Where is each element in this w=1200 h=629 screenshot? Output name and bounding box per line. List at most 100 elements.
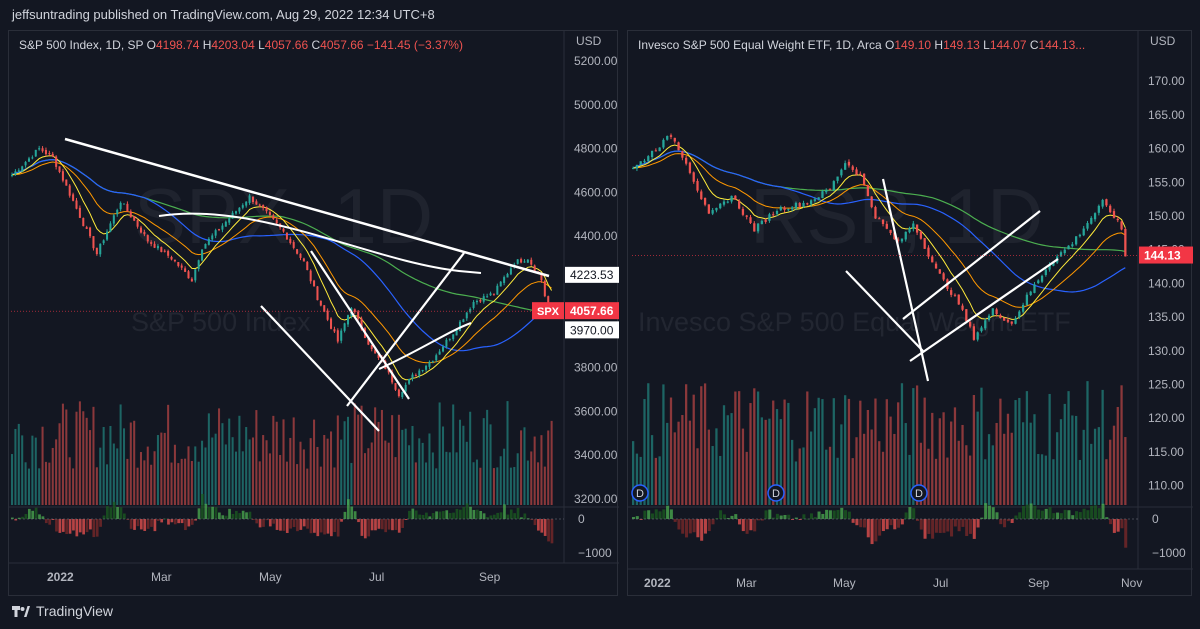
indicator-bar bbox=[58, 519, 62, 533]
volume-bar bbox=[825, 449, 828, 505]
indicator-bar bbox=[302, 519, 306, 527]
volume-bar bbox=[900, 383, 904, 505]
indicator-bar bbox=[817, 511, 821, 519]
candle-body bbox=[673, 137, 676, 142]
volume-bar bbox=[462, 425, 465, 505]
y-tick-label: 150.00 bbox=[1148, 209, 1185, 223]
indicator-bar bbox=[221, 515, 225, 519]
candle-body bbox=[847, 161, 851, 166]
candle-body bbox=[806, 203, 809, 205]
volume-bar bbox=[745, 451, 748, 505]
trendline-drawing bbox=[346, 252, 465, 407]
volume-bar bbox=[768, 418, 771, 505]
indicator-tick-label: −1000 bbox=[578, 546, 612, 560]
spx-chart-svg[interactable]: SPX, 1D S&P 500 Index 5200.00 5000.00 4800.0… bbox=[9, 31, 619, 597]
candle-body bbox=[163, 250, 166, 252]
candle-body bbox=[1033, 284, 1036, 293]
candle-body bbox=[1040, 275, 1044, 282]
volume-bar bbox=[889, 416, 892, 505]
candle-body bbox=[908, 228, 911, 233]
volume-bar bbox=[428, 433, 431, 505]
candle-body bbox=[346, 315, 350, 325]
chart-legend: Invesco S&P 500 Equal Weight ETF, 1D, Ar… bbox=[638, 38, 1085, 52]
indicator-bar bbox=[688, 519, 692, 534]
candle-body bbox=[1071, 244, 1074, 247]
candle-body bbox=[150, 242, 153, 244]
volume-bar bbox=[516, 453, 519, 505]
x-tick-label: Nov bbox=[1121, 576, 1142, 590]
volume-bar bbox=[650, 435, 654, 505]
indicator-bar bbox=[666, 505, 670, 519]
indicator-bar bbox=[509, 509, 513, 519]
indicator-bar bbox=[813, 517, 817, 519]
candle-body bbox=[55, 156, 58, 167]
candle-body bbox=[408, 379, 411, 384]
candle-body bbox=[75, 200, 78, 209]
candle-body bbox=[987, 315, 991, 320]
indicator-bar bbox=[194, 519, 197, 521]
curve-drawing bbox=[378, 322, 472, 370]
last-price-badge bbox=[1139, 246, 1193, 264]
indicator-bar bbox=[65, 519, 69, 535]
volume-bar bbox=[991, 445, 994, 505]
volume-bar bbox=[357, 414, 360, 505]
candle-body bbox=[885, 223, 888, 229]
volume-bar bbox=[207, 413, 210, 505]
indicator-bar bbox=[798, 519, 802, 520]
candle-body bbox=[184, 268, 187, 272]
indicator-bar bbox=[809, 513, 813, 519]
indicator-bar bbox=[163, 518, 167, 520]
indicator-bar bbox=[442, 511, 445, 519]
volume-bar bbox=[791, 439, 794, 505]
indicator-bar bbox=[791, 519, 795, 520]
indicator-bar bbox=[187, 519, 191, 527]
volume-bar bbox=[289, 437, 292, 505]
candle-body bbox=[139, 227, 142, 233]
indicator-bar bbox=[647, 510, 651, 519]
candle-body bbox=[201, 249, 204, 261]
candle-body bbox=[173, 259, 176, 262]
rsp-chart-panel[interactable]: RSP, 1D Invesco S&P 500 Equal Weight ETF 1… bbox=[627, 30, 1193, 597]
spx-chart-panel[interactable]: SPX, 1D S&P 500 Index 5200.00 5000.00 4800.0… bbox=[8, 30, 619, 597]
indicator-bar bbox=[1090, 505, 1094, 519]
indicator-bar bbox=[787, 514, 791, 519]
volume-bar bbox=[688, 420, 692, 505]
volume-bar bbox=[336, 415, 339, 505]
indicator-bar bbox=[72, 519, 75, 531]
candle-body bbox=[285, 232, 288, 240]
last-price-badge bbox=[565, 302, 619, 320]
indicator-bar bbox=[915, 519, 919, 521]
indicator-bar bbox=[75, 519, 79, 537]
y-tick-label: 3800.00 bbox=[574, 361, 618, 375]
volume-bar bbox=[666, 422, 669, 505]
candle-body bbox=[469, 309, 472, 312]
volume-bar bbox=[506, 401, 509, 505]
indicator-bar bbox=[116, 507, 119, 519]
legend-part: S&P 500 Index, 1D, SP bbox=[19, 38, 147, 52]
indicator-bar bbox=[1044, 508, 1048, 519]
candle-body bbox=[1074, 236, 1078, 245]
trendline-drawing bbox=[909, 258, 1059, 362]
volume-bar bbox=[48, 462, 51, 505]
indicator-bar bbox=[533, 519, 537, 526]
volume-bar bbox=[262, 435, 265, 505]
volume-bar bbox=[370, 442, 373, 505]
legend-part: 149.10 bbox=[894, 38, 934, 52]
indicator-bar bbox=[919, 519, 923, 530]
indicator-bar bbox=[1086, 510, 1090, 519]
dividend-marker-icon bbox=[631, 484, 649, 502]
indicator-bar bbox=[775, 513, 779, 519]
volume-bar bbox=[520, 430, 523, 505]
indicator-bar bbox=[851, 519, 855, 523]
indicator-bar bbox=[904, 512, 908, 519]
indicator-bar bbox=[211, 506, 214, 519]
indicator-bar bbox=[503, 504, 506, 519]
rsp-chart-svg[interactable]: RSP, 1D Invesco S&P 500 Equal Weight ETF 1… bbox=[628, 31, 1193, 597]
volume-bar bbox=[738, 391, 741, 505]
candle-body bbox=[248, 195, 251, 203]
candle-body bbox=[38, 148, 41, 150]
volume-bar bbox=[421, 442, 424, 505]
volume-bar bbox=[435, 468, 438, 505]
volume-bar bbox=[915, 385, 919, 505]
indicator-bar bbox=[1025, 504, 1029, 519]
